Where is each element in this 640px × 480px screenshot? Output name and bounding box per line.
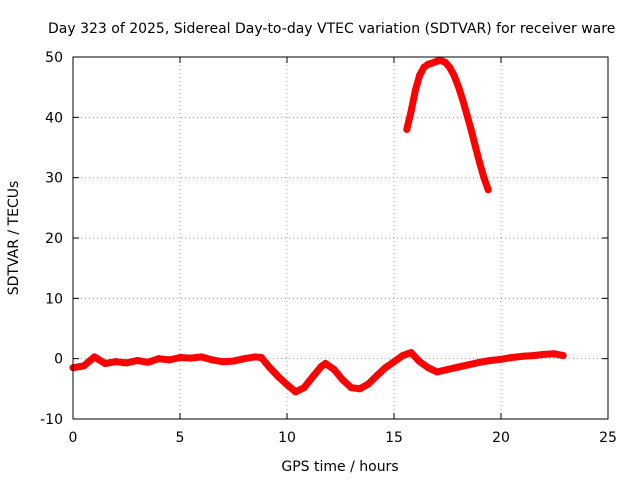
x-tick-label: 25: [599, 430, 617, 446]
grid-lines: [73, 57, 608, 419]
data-point: [322, 359, 330, 367]
data-point: [123, 359, 130, 367]
data-point: [176, 353, 184, 361]
data-point: [292, 388, 300, 396]
x-tick-label: 15: [385, 430, 403, 446]
data-point: [240, 355, 248, 363]
axis-ticks: 0 5 10 15 20 25 -10 0 10 20 30 40 50: [40, 50, 617, 446]
data-point: [112, 358, 120, 366]
data-point: [508, 353, 516, 361]
data-point: [444, 366, 451, 374]
data-point: [266, 364, 274, 372]
data-point: [424, 364, 432, 372]
data-point: [476, 358, 484, 366]
data-point: [283, 381, 291, 389]
data-point: [165, 356, 173, 364]
data-point: [441, 58, 449, 66]
data-point: [529, 352, 537, 360]
data-point: [454, 82, 462, 90]
x-tick-label: 5: [176, 430, 185, 446]
data-point: [551, 350, 558, 358]
data-point: [80, 362, 88, 370]
data-point: [446, 63, 454, 71]
data-point: [219, 358, 227, 366]
data-point: [251, 353, 259, 361]
y-tick-label: 40: [45, 110, 63, 126]
data-point: [155, 355, 163, 363]
data-point: [144, 358, 152, 366]
data-point: [476, 159, 484, 167]
data-point: [197, 353, 205, 361]
data-point: [471, 142, 479, 150]
data-point: [309, 373, 317, 381]
x-tick-label: 0: [69, 430, 78, 446]
data-point: [230, 357, 237, 365]
data-point: [407, 107, 415, 115]
data-point: [133, 356, 141, 364]
y-tick-label: 10: [45, 291, 63, 307]
data-point: [497, 355, 505, 363]
x-tick-label: 20: [492, 430, 510, 446]
x-axis-label: GPS time / hours: [281, 459, 398, 475]
data-point: [364, 380, 372, 388]
y-tick-label: 50: [45, 50, 63, 66]
y-tick-label: -10: [40, 412, 63, 428]
data-point: [101, 359, 109, 367]
data-point: [330, 366, 338, 374]
data-point: [540, 350, 548, 358]
data-point: [416, 358, 424, 366]
series-line: [403, 57, 492, 194]
data-point: [458, 95, 466, 103]
data-point: [465, 361, 473, 369]
data-point: [411, 86, 419, 94]
data-point: [208, 356, 216, 364]
series-baseline: [69, 349, 567, 396]
data-point: [187, 354, 195, 362]
data-point: [390, 358, 398, 366]
data-point: [518, 352, 526, 360]
x-tick-label: 10: [278, 430, 296, 446]
y-tick-label: 0: [54, 352, 63, 368]
data-point: [433, 368, 441, 376]
data-point: [463, 110, 471, 118]
data-point: [559, 352, 567, 360]
data-point: [486, 356, 494, 364]
series-upper-arc: [403, 57, 492, 194]
data-point: [467, 125, 475, 133]
data-point: [416, 71, 424, 79]
data-point: [454, 363, 462, 371]
data-point: [339, 376, 347, 384]
data-point: [450, 71, 458, 79]
data-point: [274, 373, 282, 381]
data-point: [407, 349, 415, 357]
data-point: [480, 174, 488, 182]
data-point: [403, 125, 411, 133]
data-point: [90, 353, 98, 361]
y-axis-label: SDTVAR / TECUs: [6, 181, 22, 296]
chart-title: Day 323 of 2025, Sidereal Day-to-day VTE…: [48, 21, 615, 37]
data-point: [257, 353, 265, 361]
data-point: [399, 352, 407, 360]
data-point: [381, 364, 389, 372]
data-point: [356, 385, 364, 393]
data-point: [347, 384, 355, 392]
y-tick-label: 20: [45, 231, 63, 247]
plot-frame: [72, 56, 609, 420]
data-series: [69, 57, 567, 396]
data-point: [373, 372, 381, 380]
y-tick-label: 30: [45, 171, 63, 187]
data-point: [484, 186, 492, 194]
data-point: [300, 384, 308, 392]
